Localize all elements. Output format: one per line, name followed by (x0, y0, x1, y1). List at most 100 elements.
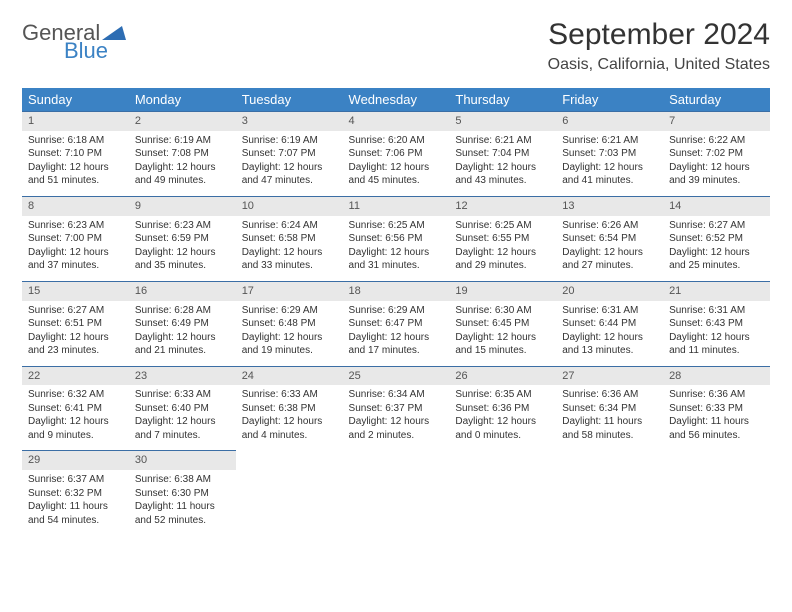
calendar-day-cell: 3Sunrise: 6:19 AMSunset: 7:07 PMDaylight… (236, 111, 343, 196)
day-details: Sunrise: 6:25 AMSunset: 6:55 PMDaylight:… (449, 216, 556, 281)
day-details: Sunrise: 6:31 AMSunset: 6:43 PMDaylight:… (663, 301, 770, 366)
calendar-day-cell (556, 450, 663, 535)
calendar-day-cell: 24Sunrise: 6:33 AMSunset: 6:38 PMDayligh… (236, 366, 343, 451)
weekday-header: Thursday (449, 88, 556, 111)
day-details: Sunrise: 6:25 AMSunset: 6:56 PMDaylight:… (343, 216, 450, 281)
calendar-day-cell: 12Sunrise: 6:25 AMSunset: 6:55 PMDayligh… (449, 196, 556, 281)
calendar-day-cell: 6Sunrise: 6:21 AMSunset: 7:03 PMDaylight… (556, 111, 663, 196)
day-number: 12 (449, 196, 556, 216)
day-details: Sunrise: 6:23 AMSunset: 7:00 PMDaylight:… (22, 216, 129, 281)
day-number: 14 (663, 196, 770, 216)
calendar-day-cell: 16Sunrise: 6:28 AMSunset: 6:49 PMDayligh… (129, 281, 236, 366)
calendar-day-cell (343, 450, 450, 535)
day-number: 11 (343, 196, 450, 216)
weekday-header: Saturday (663, 88, 770, 111)
calendar-day-cell: 29Sunrise: 6:37 AMSunset: 6:32 PMDayligh… (22, 450, 129, 535)
location-subtitle: Oasis, California, United States (548, 56, 770, 74)
weekday-header: Monday (129, 88, 236, 111)
day-details: Sunrise: 6:23 AMSunset: 6:59 PMDaylight:… (129, 216, 236, 281)
day-number: 26 (449, 366, 556, 386)
day-details: Sunrise: 6:27 AMSunset: 6:52 PMDaylight:… (663, 216, 770, 281)
day-number: 17 (236, 281, 343, 301)
calendar-day-cell: 5Sunrise: 6:21 AMSunset: 7:04 PMDaylight… (449, 111, 556, 196)
day-details: Sunrise: 6:31 AMSunset: 6:44 PMDaylight:… (556, 301, 663, 366)
day-number: 25 (343, 366, 450, 386)
day-details: Sunrise: 6:30 AMSunset: 6:45 PMDaylight:… (449, 301, 556, 366)
calendar-day-cell: 9Sunrise: 6:23 AMSunset: 6:59 PMDaylight… (129, 196, 236, 281)
calendar-day-cell (449, 450, 556, 535)
day-details: Sunrise: 6:33 AMSunset: 6:40 PMDaylight:… (129, 385, 236, 450)
calendar-day-cell: 27Sunrise: 6:36 AMSunset: 6:34 PMDayligh… (556, 366, 663, 451)
calendar-week-row: 22Sunrise: 6:32 AMSunset: 6:41 PMDayligh… (22, 366, 770, 451)
day-details: Sunrise: 6:32 AMSunset: 6:41 PMDaylight:… (22, 385, 129, 450)
logo-text-blue: Blue (64, 40, 126, 62)
day-details: Sunrise: 6:24 AMSunset: 6:58 PMDaylight:… (236, 216, 343, 281)
calendar-day-cell: 23Sunrise: 6:33 AMSunset: 6:40 PMDayligh… (129, 366, 236, 451)
day-details: Sunrise: 6:18 AMSunset: 7:10 PMDaylight:… (22, 131, 129, 196)
day-details: Sunrise: 6:36 AMSunset: 6:33 PMDaylight:… (663, 385, 770, 450)
calendar-day-cell (663, 450, 770, 535)
day-details: Sunrise: 6:29 AMSunset: 6:47 PMDaylight:… (343, 301, 450, 366)
calendar-day-cell: 26Sunrise: 6:35 AMSunset: 6:36 PMDayligh… (449, 366, 556, 451)
header: General Blue September 2024 Oasis, Calif… (22, 18, 770, 74)
day-details: Sunrise: 6:19 AMSunset: 7:07 PMDaylight:… (236, 131, 343, 196)
day-number: 7 (663, 111, 770, 131)
day-details: Sunrise: 6:19 AMSunset: 7:08 PMDaylight:… (129, 131, 236, 196)
day-details: Sunrise: 6:37 AMSunset: 6:32 PMDaylight:… (22, 470, 129, 535)
calendar-day-cell: 20Sunrise: 6:31 AMSunset: 6:44 PMDayligh… (556, 281, 663, 366)
calendar-day-cell: 7Sunrise: 6:22 AMSunset: 7:02 PMDaylight… (663, 111, 770, 196)
day-details: Sunrise: 6:21 AMSunset: 7:03 PMDaylight:… (556, 131, 663, 196)
day-details: Sunrise: 6:35 AMSunset: 6:36 PMDaylight:… (449, 385, 556, 450)
calendar-week-row: 29Sunrise: 6:37 AMSunset: 6:32 PMDayligh… (22, 450, 770, 535)
calendar-week-row: 15Sunrise: 6:27 AMSunset: 6:51 PMDayligh… (22, 281, 770, 366)
day-details: Sunrise: 6:38 AMSunset: 6:30 PMDaylight:… (129, 470, 236, 535)
day-details: Sunrise: 6:28 AMSunset: 6:49 PMDaylight:… (129, 301, 236, 366)
day-number: 8 (22, 196, 129, 216)
weekday-header: Tuesday (236, 88, 343, 111)
day-details: Sunrise: 6:36 AMSunset: 6:34 PMDaylight:… (556, 385, 663, 450)
day-number: 1 (22, 111, 129, 131)
calendar-day-cell: 17Sunrise: 6:29 AMSunset: 6:48 PMDayligh… (236, 281, 343, 366)
calendar-day-cell: 2Sunrise: 6:19 AMSunset: 7:08 PMDaylight… (129, 111, 236, 196)
day-number: 24 (236, 366, 343, 386)
day-number: 28 (663, 366, 770, 386)
calendar-day-cell: 13Sunrise: 6:26 AMSunset: 6:54 PMDayligh… (556, 196, 663, 281)
day-number: 13 (556, 196, 663, 216)
day-number: 9 (129, 196, 236, 216)
weekday-header: Wednesday (343, 88, 450, 111)
calendar-day-cell: 22Sunrise: 6:32 AMSunset: 6:41 PMDayligh… (22, 366, 129, 451)
calendar-day-cell: 18Sunrise: 6:29 AMSunset: 6:47 PMDayligh… (343, 281, 450, 366)
day-number: 20 (556, 281, 663, 301)
calendar-day-cell: 30Sunrise: 6:38 AMSunset: 6:30 PMDayligh… (129, 450, 236, 535)
day-number: 2 (129, 111, 236, 131)
calendar-week-row: 1Sunrise: 6:18 AMSunset: 7:10 PMDaylight… (22, 111, 770, 196)
day-details: Sunrise: 6:34 AMSunset: 6:37 PMDaylight:… (343, 385, 450, 450)
day-number: 16 (129, 281, 236, 301)
calendar-day-cell: 11Sunrise: 6:25 AMSunset: 6:56 PMDayligh… (343, 196, 450, 281)
calendar-day-cell: 19Sunrise: 6:30 AMSunset: 6:45 PMDayligh… (449, 281, 556, 366)
day-number: 30 (129, 450, 236, 470)
calendar-day-cell: 14Sunrise: 6:27 AMSunset: 6:52 PMDayligh… (663, 196, 770, 281)
calendar-table: Sunday Monday Tuesday Wednesday Thursday… (22, 88, 770, 535)
day-details: Sunrise: 6:33 AMSunset: 6:38 PMDaylight:… (236, 385, 343, 450)
calendar-day-cell: 21Sunrise: 6:31 AMSunset: 6:43 PMDayligh… (663, 281, 770, 366)
calendar-week-row: 8Sunrise: 6:23 AMSunset: 7:00 PMDaylight… (22, 196, 770, 281)
calendar-day-cell: 8Sunrise: 6:23 AMSunset: 7:00 PMDaylight… (22, 196, 129, 281)
logo: General Blue (22, 18, 126, 62)
day-number: 22 (22, 366, 129, 386)
day-details: Sunrise: 6:29 AMSunset: 6:48 PMDaylight:… (236, 301, 343, 366)
day-number: 23 (129, 366, 236, 386)
calendar-day-cell (236, 450, 343, 535)
day-details: Sunrise: 6:26 AMSunset: 6:54 PMDaylight:… (556, 216, 663, 281)
calendar-day-cell: 28Sunrise: 6:36 AMSunset: 6:33 PMDayligh… (663, 366, 770, 451)
weekday-header: Friday (556, 88, 663, 111)
day-number: 27 (556, 366, 663, 386)
title-block: September 2024 Oasis, California, United… (548, 18, 770, 74)
calendar-day-cell: 15Sunrise: 6:27 AMSunset: 6:51 PMDayligh… (22, 281, 129, 366)
page-title: September 2024 (548, 18, 770, 52)
day-number: 18 (343, 281, 450, 301)
calendar-day-cell: 4Sunrise: 6:20 AMSunset: 7:06 PMDaylight… (343, 111, 450, 196)
calendar-day-cell: 25Sunrise: 6:34 AMSunset: 6:37 PMDayligh… (343, 366, 450, 451)
day-number: 21 (663, 281, 770, 301)
day-number: 19 (449, 281, 556, 301)
